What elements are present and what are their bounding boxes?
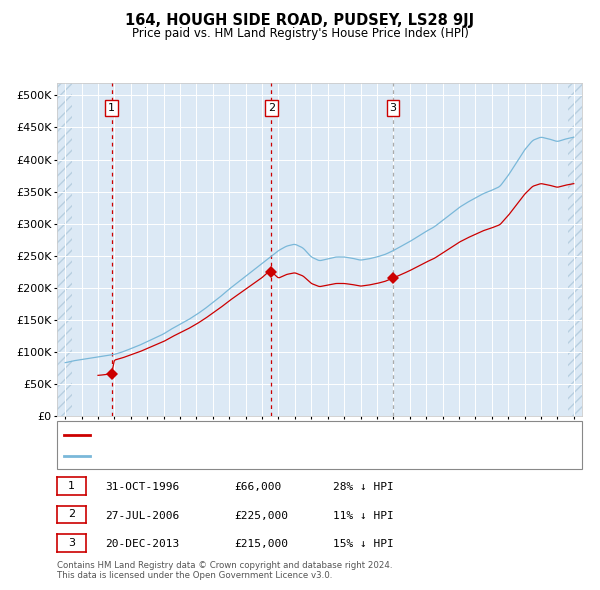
Text: 3: 3 bbox=[68, 538, 75, 548]
Text: 27-JUL-2006: 27-JUL-2006 bbox=[105, 511, 179, 520]
Text: 164, HOUGH SIDE ROAD, PUDSEY, LS28 9JJ: 164, HOUGH SIDE ROAD, PUDSEY, LS28 9JJ bbox=[125, 13, 475, 28]
Text: 28% ↓ HPI: 28% ↓ HPI bbox=[333, 483, 394, 492]
Text: 2: 2 bbox=[268, 103, 275, 113]
Text: £66,000: £66,000 bbox=[234, 483, 281, 492]
Text: 20-DEC-2013: 20-DEC-2013 bbox=[105, 539, 179, 549]
Text: Price paid vs. HM Land Registry's House Price Index (HPI): Price paid vs. HM Land Registry's House … bbox=[131, 27, 469, 40]
Text: 164, HOUGH SIDE ROAD, PUDSEY, LS28 9JJ (detached house): 164, HOUGH SIDE ROAD, PUDSEY, LS28 9JJ (… bbox=[94, 430, 428, 440]
Text: HPI: Average price, detached house, Leeds: HPI: Average price, detached house, Leed… bbox=[94, 451, 329, 461]
Text: 2: 2 bbox=[68, 510, 75, 519]
Text: 1: 1 bbox=[108, 103, 115, 113]
Text: This data is licensed under the Open Government Licence v3.0.: This data is licensed under the Open Gov… bbox=[57, 571, 332, 580]
Text: £215,000: £215,000 bbox=[234, 539, 288, 549]
Text: 31-OCT-1996: 31-OCT-1996 bbox=[105, 483, 179, 492]
Text: 15% ↓ HPI: 15% ↓ HPI bbox=[333, 539, 394, 549]
Text: 1: 1 bbox=[68, 481, 75, 491]
Text: 11% ↓ HPI: 11% ↓ HPI bbox=[333, 511, 394, 520]
Text: Contains HM Land Registry data © Crown copyright and database right 2024.: Contains HM Land Registry data © Crown c… bbox=[57, 560, 392, 569]
Text: 3: 3 bbox=[389, 103, 397, 113]
Text: £225,000: £225,000 bbox=[234, 511, 288, 520]
